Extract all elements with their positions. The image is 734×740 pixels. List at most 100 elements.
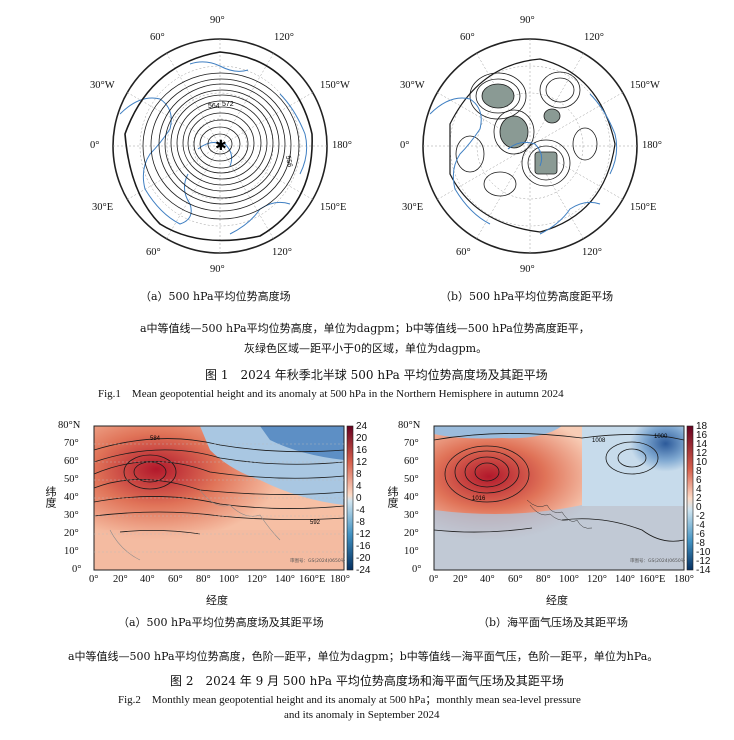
fig1b-lon-120: 120° (584, 32, 604, 43)
fig2b-cbtick: 2 (696, 493, 702, 504)
fig2a-caption: （a）500 hPa平均位势高度场及其距平场 (118, 616, 324, 629)
fig1a-lon-120: 120° (274, 32, 294, 43)
fig2a-ylabel: 纬度 (44, 486, 57, 508)
fig2a-xtick: 180° (330, 574, 350, 585)
fig2-note: a中等值线—500 hPa平均位势高度，色阶—距平，单位为dagpm；b中等值线… (68, 650, 659, 663)
fig2a-xtick: 20° (113, 574, 128, 585)
fig1-panel-a: 564 572 556 ✱ 90° 60° 120° 30°W 150°W 0°… (80, 4, 380, 284)
fig2a-cbtick: -4 (356, 505, 365, 516)
fig2b-xtick: 120° (587, 574, 607, 585)
fig2b-ytick: 80°N (398, 420, 421, 431)
fig2a-cbtick: -8 (356, 517, 365, 528)
fig2a-ytick: 80°N (58, 420, 81, 431)
fig2a-xtick: 120° (247, 574, 267, 585)
fig2a-contour-label: 592 (310, 520, 321, 526)
fig2a-xtick: 80° (196, 574, 211, 585)
fig2b-stamp: 审图号：GS(2024)0650号 (630, 557, 686, 564)
fig2b-ytick: 50° (404, 474, 419, 485)
fig1a-lon-30e: 30°E (92, 202, 114, 213)
fig2b-caption: （b）海平面气压场及其距平场 (478, 616, 629, 629)
fig2b-xtick: 180° (674, 574, 694, 585)
fig2a-cbtick: 4 (356, 481, 362, 492)
fig2a-xtick: 0° (89, 574, 99, 585)
fig2a-cbtick: 8 (356, 469, 362, 480)
fig2b-cbtick: 10 (696, 457, 708, 468)
fig2a-cbtick: -12 (356, 529, 371, 540)
fig2b-cbtick: -8 (696, 538, 705, 549)
fig1-panel-b: 90° 60° 120° 30°W 150°W 0° 180° 30°E 150… (390, 4, 690, 284)
fig1a-lon-180: 180° (332, 140, 352, 151)
fig2a-cbtick: -24 (356, 565, 371, 576)
fig2b-cbtick: -6 (696, 529, 705, 540)
fig1a-lon-60: 60° (150, 32, 165, 43)
fig1a-lon-120s: 120° (272, 247, 292, 258)
fig2b-xtick: 80° (536, 574, 551, 585)
fig1b-lon-90n: 90° (520, 15, 535, 26)
fig2-title-cn: 图 2 2024 年 9 月 500 hPa 平均位势高度场和海平面气压场及其距… (170, 674, 564, 688)
fig1b-polar-map (422, 38, 638, 254)
fig2b-cbtick: -4 (696, 520, 705, 531)
fig2b-ytick: 40° (404, 492, 419, 503)
fig2a-xtick: 160°E (299, 574, 326, 585)
fig2a-ytick: 10° (64, 546, 79, 557)
fig2b-ytick: 70° (404, 438, 419, 449)
fig2a-cbtick: -20 (356, 553, 371, 564)
fig2b-ylabel: 纬度 (386, 486, 399, 508)
fig1a-contour-label: 564 (208, 103, 220, 110)
fig2b-ytick: 20° (404, 528, 419, 539)
fig1-title-cn: 图 1 2024 年秋季北半球 500 hPa 平均位势高度场及其距平场 (205, 368, 548, 382)
fig1a-lon-150e: 150°E (320, 202, 347, 213)
fig2b-xtick: 0° (429, 574, 439, 585)
fig2a-ytick: 20° (64, 528, 79, 539)
fig1a-caption: （a）500 hPa平均位势高度场 (140, 290, 291, 303)
fig2b-contour-label: 1016 (472, 496, 486, 502)
fig1a-lon-90s: 90° (210, 264, 225, 275)
fig2a-ytick: 70° (64, 438, 79, 449)
fig1b-lon-0: 0° (400, 140, 410, 151)
fig1b-lon-120s: 120° (582, 247, 602, 258)
fig2a-ytick: 50° (64, 474, 79, 485)
fig1b-lon-60s: 60° (456, 247, 471, 258)
fig2b-cbtick: -2 (696, 511, 705, 522)
fig2b-cbtick: -14 (696, 565, 711, 576)
fig2b-cbtick: 6 (696, 475, 702, 486)
fig1b-lon-60: 60° (460, 32, 475, 43)
fig2a-xtick: 60° (168, 574, 183, 585)
fig2b-cbtick: 16 (696, 430, 708, 441)
fig2a-cbtick: 0 (356, 493, 362, 504)
fig1-title-en: Fig.1 Mean geopotential height and its a… (98, 388, 564, 400)
fig1-note-line1: a中等值线—500 hPa平均位势高度，单位为dagpm；b中等值线—500 h… (140, 322, 590, 335)
fig2b-ytick: 30° (404, 510, 419, 521)
fig2b-xtick: 160°E (639, 574, 666, 585)
fig1-note-line2: 灰绿色区域—距平小于0的区域，单位为dagpm。 (244, 342, 488, 355)
fig2b-cbtick: -12 (696, 556, 711, 567)
fig2b-xtick: 20° (453, 574, 468, 585)
fig1a-lon-30w: 30°W (90, 80, 115, 91)
fig2b-xtick: 60° (508, 574, 523, 585)
fig2b-cbtick: 12 (696, 448, 708, 459)
fig2-panel-a: 584 592 审图号：GS(2024)0650号 80°N 70° 60° 5… (0, 410, 370, 610)
fig2a-ytick: 40° (64, 492, 79, 503)
fig1a-contour-label: 556 (284, 155, 293, 168)
fig1a-lon-150w: 150°W (320, 80, 350, 91)
fig2a-map: 584 592 审图号：GS(2024)0650号 (93, 425, 354, 571)
fig2a-contour-label: 584 (150, 436, 161, 442)
fig2b-cbtick: 8 (696, 466, 702, 477)
fig2a-stamp: 审图号：GS(2024)0650号 (290, 557, 346, 564)
fig2a-cbtick: 24 (356, 421, 368, 432)
fig2b-cbtick: 14 (696, 439, 708, 450)
fig2a-cbtick: 20 (356, 433, 368, 444)
fig1b-lon-150w: 150°W (630, 80, 660, 91)
fig2b-cbtick: -10 (696, 547, 711, 558)
fig1b-lon-90s: 90° (520, 264, 535, 275)
fig2b-cbtick: 4 (696, 484, 702, 495)
fig2b-cbtick: 18 (696, 421, 708, 432)
fig2a-xtick: 140° (275, 574, 295, 585)
fig1a-pole-marker: ✱ (215, 138, 227, 154)
fig2b-map: 1008 1016 1000 审图号：GS(2024)0650号 (433, 425, 694, 571)
fig1b-caption: （b）500 hPa平均位势高度距平场 (440, 290, 614, 303)
fig2b-ytick: 10° (404, 546, 419, 557)
fig2a-xtick: 40° (140, 574, 155, 585)
fig1a-lon-0: 0° (90, 140, 100, 151)
fig2a-cbtick: 12 (356, 457, 368, 468)
